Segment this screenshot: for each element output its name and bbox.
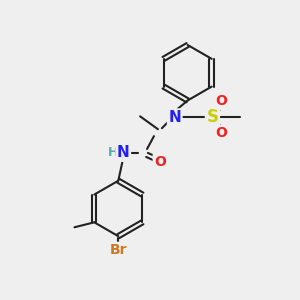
Text: N: N [168,110,181,125]
Text: H: H [108,146,118,160]
Text: O: O [215,94,227,109]
Text: N: N [117,146,130,160]
Text: S: S [206,108,218,126]
Text: O: O [215,126,227,140]
Text: Br: Br [110,243,127,257]
Text: O: O [154,155,166,169]
